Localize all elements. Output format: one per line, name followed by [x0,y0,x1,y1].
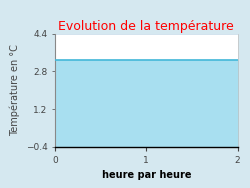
Title: Evolution de la température: Evolution de la température [58,20,234,33]
Y-axis label: Température en °C: Température en °C [10,44,20,136]
X-axis label: heure par heure: heure par heure [102,170,191,180]
